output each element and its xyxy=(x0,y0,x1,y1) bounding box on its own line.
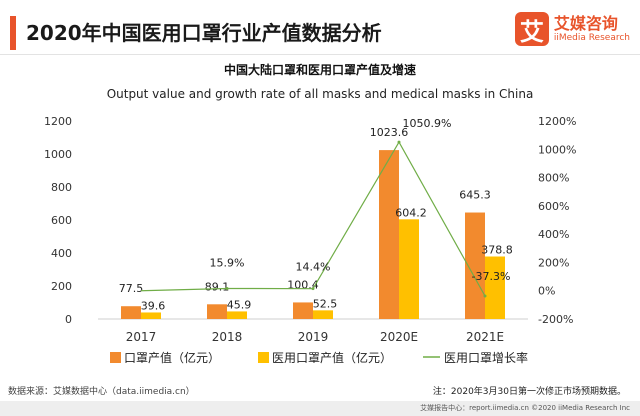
growth-rate-point xyxy=(483,294,487,298)
logo-name: 艾媒咨询 xyxy=(553,14,618,33)
title-accent-bar xyxy=(10,16,16,50)
x-tick-label: 2020E xyxy=(380,330,418,344)
page-footer: 艾媒报告中心：report.iimedia.cn ©2020 iiMedia R… xyxy=(0,401,640,416)
bar-medical-mask-output xyxy=(313,310,333,319)
y-left-tick-label: 0 xyxy=(65,313,72,326)
growth-rate-point xyxy=(311,287,315,291)
bar-mask-output xyxy=(379,150,399,319)
growth-rate-value-label: -37.3% xyxy=(472,270,511,283)
chart-note: 注：2020年3月30日第一次修正市场预期数据。 xyxy=(432,387,626,397)
title-divider xyxy=(0,54,640,55)
y-left-tick-label: 1000 xyxy=(44,148,72,161)
chart-area: 中国大陆口罩和医用口罩产值及增速 Output value and growth… xyxy=(44,62,576,365)
logo-mark: 艾 xyxy=(514,12,549,46)
y-left-tick-label: 400 xyxy=(51,247,72,260)
y-right-tick-label: 0% xyxy=(538,285,555,298)
iimedia-logo: 艾 艾媒咨询 iiMedia Research xyxy=(514,12,630,46)
growth-rate-point xyxy=(225,286,229,290)
x-tick-label: 2018 xyxy=(212,330,243,344)
legend-swatch-medical-mask-output xyxy=(258,352,269,363)
y-left-tick-label: 600 xyxy=(51,214,72,227)
x-tick-label: 2021E xyxy=(466,330,504,344)
bar-medical-value-label: 39.6 xyxy=(141,299,166,312)
bar-mask-value-label: 89.1 xyxy=(205,280,230,293)
y-right-tick-label: 200% xyxy=(538,256,569,269)
bar-medical-value-label: 52.5 xyxy=(313,297,338,310)
bar-medical-value-label: 45.9 xyxy=(227,298,252,311)
x-tick-label: 2019 xyxy=(298,330,329,344)
growth-rate-point xyxy=(397,140,401,144)
bar-mask-output xyxy=(121,306,141,319)
footer-text: 艾媒报告中心：report.iimedia.cn ©2020 iiMedia R… xyxy=(420,404,630,412)
y-right-tick-label: 400% xyxy=(538,228,569,241)
y-right-tick-label: 1000% xyxy=(538,143,576,156)
bar-mask-value-label: 1023.6 xyxy=(370,126,409,139)
logo-subtitle: iiMedia Research xyxy=(553,33,630,43)
y-right-tick-label: 800% xyxy=(538,172,569,185)
bar-mask-output xyxy=(465,212,485,319)
growth-rate-value-label: 1050.9% xyxy=(403,117,452,130)
chart-title: 中国大陆口罩和医用口罩产值及增速 xyxy=(224,62,416,77)
y-right-tick-label: 600% xyxy=(538,200,569,213)
y-left-tick-label: 1200 xyxy=(44,115,72,128)
chart-subtitle: Output value and growth rate of all mask… xyxy=(107,87,534,101)
page-title: 2020年中国医用口罩行业产值数据分析 xyxy=(26,21,382,45)
bar-mask-output xyxy=(207,304,227,319)
legend-label-medical-mask-output: 医用口罩产值（亿元） xyxy=(272,350,392,365)
bar-mask-value-label: 77.5 xyxy=(119,282,144,295)
bar-medical-mask-output xyxy=(141,312,161,319)
logo-text: 艾媒咨询 iiMedia Research xyxy=(554,14,630,44)
bar-mask-output xyxy=(293,302,313,319)
bar-medical-mask-output xyxy=(399,219,419,319)
legend-label-growth-rate: 医用口罩增长率 xyxy=(444,350,528,365)
bar-medical-value-label: 378.8 xyxy=(481,243,513,256)
data-source: 数据来源：艾媒数据中心（data.iimedia.cn） xyxy=(8,387,195,397)
y-right-tick-label: -200% xyxy=(538,313,573,326)
y-right-tick-label: 1200% xyxy=(538,115,576,128)
growth-rate-value-label: 14.4% xyxy=(296,261,331,274)
bar-medical-value-label: 604.2 xyxy=(395,206,427,219)
y-left-tick-label: 800 xyxy=(51,181,72,194)
legend-label-mask-output: 口罩产值（亿元） xyxy=(124,350,220,365)
bar-medical-mask-output xyxy=(485,256,505,319)
bar-mask-value-label: 645.3 xyxy=(459,189,491,202)
legend-swatch-mask-output xyxy=(110,352,121,363)
growth-rate-value-label: 15.9% xyxy=(210,256,245,269)
bar-medical-mask-output xyxy=(227,311,247,319)
x-tick-label: 2017 xyxy=(126,330,157,344)
y-left-tick-label: 200 xyxy=(51,280,72,293)
